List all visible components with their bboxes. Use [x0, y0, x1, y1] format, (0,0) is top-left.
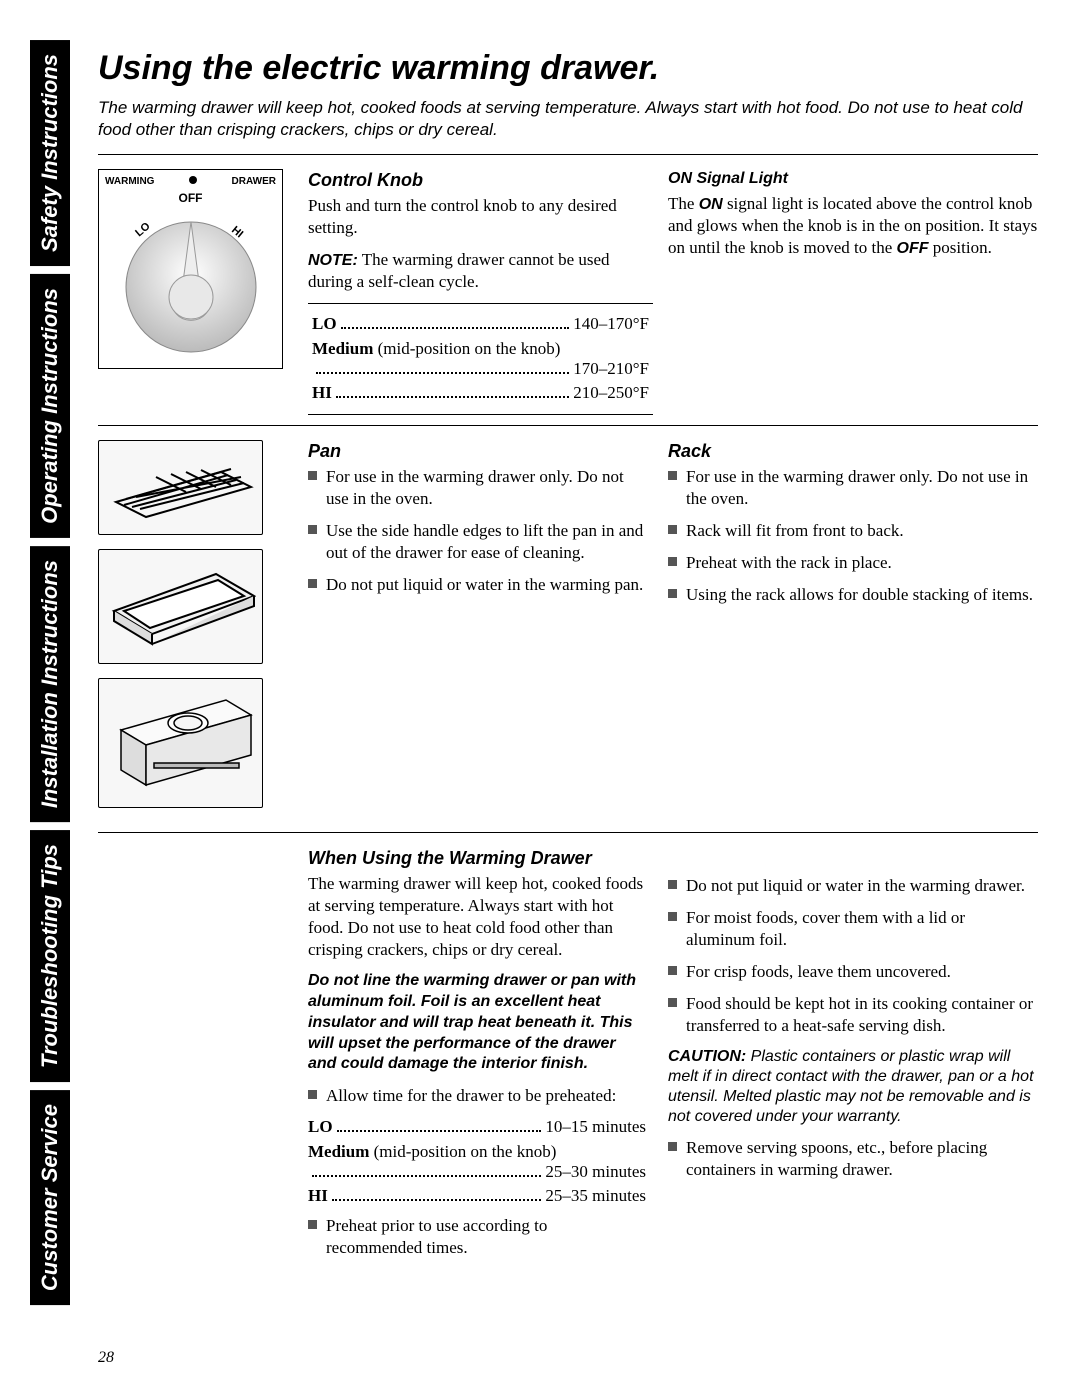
- when-using-warning: Do not line the warming drawer or pan wi…: [308, 971, 646, 1075]
- tab-operating[interactable]: Operating Instructions: [30, 274, 70, 538]
- when-using-p1: The warming drawer will keep hot, cooked…: [308, 873, 646, 961]
- pan-illustration: [98, 549, 263, 664]
- sidebar-tabs: Safety Instructions Operating Instructio…: [30, 40, 75, 1360]
- preheat-list: Allow time for the drawer to be preheate…: [308, 1085, 646, 1107]
- divider: [98, 425, 1038, 426]
- time-row-lo: LO10–15 minutes: [308, 1117, 646, 1137]
- page-number: 28: [98, 1349, 114, 1367]
- tab-customer-service[interactable]: Customer Service: [30, 1090, 70, 1305]
- pan-heading: Pan: [308, 442, 646, 460]
- rack-heading: Rack: [668, 442, 1038, 460]
- list-item: For crisp foods, leave them uncovered.: [668, 961, 1038, 983]
- list-item: Food should be kept hot in its cooking c…: [668, 993, 1038, 1037]
- pan-icon: [106, 556, 256, 656]
- on-signal-text: The ON signal light is located above the…: [668, 193, 1038, 259]
- knob-illustration: WARMING DRAWER OFF: [98, 169, 283, 369]
- list-item: For use in the warming drawer only. Do n…: [668, 466, 1038, 510]
- tab-safety[interactable]: Safety Instructions: [30, 40, 70, 266]
- control-knob-note: NOTE: The warming drawer cannot be used …: [308, 249, 646, 293]
- drawer-icon: [106, 685, 256, 800]
- list-item: Using the rack allows for double stackin…: [668, 584, 1038, 606]
- on-signal-heading: ON Signal Light: [668, 171, 1038, 187]
- knob-dot-icon: [189, 176, 197, 184]
- time-row-med: Medium (mid-position on the knob) 25–30 …: [308, 1142, 646, 1183]
- list-item: Preheat prior to use according to recomm…: [308, 1215, 646, 1259]
- page-title: Using the electric warming drawer.: [98, 50, 1038, 87]
- pan-list: For use in the warming drawer only. Do n…: [308, 466, 646, 596]
- temp-row-lo: LO140–170°F: [312, 314, 649, 334]
- tab-installation[interactable]: Installation Instructions: [30, 546, 70, 822]
- temp-row-med: Medium (mid-position on the knob) 170–21…: [312, 339, 649, 380]
- caution-text: CAUTION: Plastic containers or plastic w…: [668, 1047, 1038, 1127]
- preheat-note-list: Preheat prior to use according to recomm…: [308, 1215, 646, 1259]
- list-item: Do not put liquid or water in the warmin…: [668, 875, 1038, 897]
- list-item: For moist foods, cover them with a lid o…: [668, 907, 1038, 951]
- list-item: Rack will fit from front to back.: [668, 520, 1038, 542]
- right-tips-list: Do not put liquid or water in the warmin…: [668, 875, 1038, 1038]
- when-using-heading: When Using the Warming Drawer: [308, 849, 646, 867]
- time-row-hi: HI25–35 minutes: [308, 1186, 646, 1206]
- list-item: Allow time for the drawer to be preheate…: [308, 1085, 646, 1107]
- knob-label-left: WARMING: [105, 176, 154, 187]
- remove-list: Remove serving spoons, etc., before plac…: [668, 1137, 1038, 1181]
- list-item: Use the side handle edges to lift the pa…: [308, 520, 646, 564]
- divider: [98, 832, 1038, 833]
- rack-illustration: [98, 440, 263, 535]
- divider: [98, 154, 1038, 155]
- temp-row-hi: HI210–250°F: [312, 383, 649, 403]
- temperature-table: LO140–170°F Medium (mid-position on the …: [308, 303, 653, 415]
- rack-icon: [106, 447, 256, 527]
- control-knob-p1: Push and turn the control knob to any de…: [308, 195, 646, 239]
- list-item: For use in the warming drawer only. Do n…: [308, 466, 646, 510]
- intro-text: The warming drawer will keep hot, cooked…: [98, 97, 1038, 140]
- rack-list: For use in the warming drawer only. Do n…: [668, 466, 1038, 606]
- list-item: Remove serving spoons, etc., before plac…: [668, 1137, 1038, 1181]
- tab-troubleshooting[interactable]: Troubleshooting Tips: [30, 830, 70, 1082]
- knob-off-label: OFF: [105, 191, 276, 205]
- control-knob-heading: Control Knob: [308, 171, 646, 189]
- list-item: Do not put liquid or water in the warmin…: [308, 574, 646, 596]
- knob-icon: LO HI: [111, 207, 271, 357]
- knob-label-right: DRAWER: [232, 176, 276, 187]
- list-item: Preheat with the rack in place.: [668, 552, 1038, 574]
- drawer-illustration: [98, 678, 263, 808]
